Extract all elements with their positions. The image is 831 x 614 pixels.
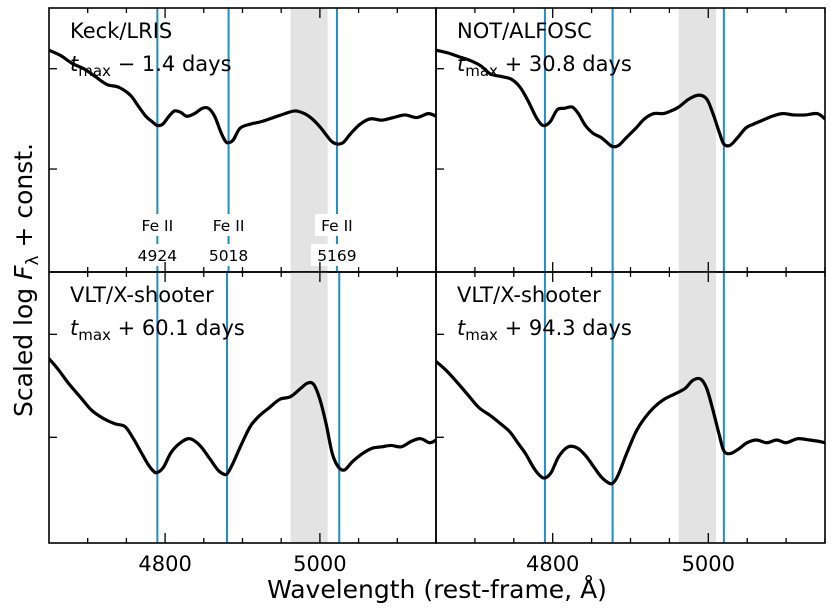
panel-2: NOT/ALFOSC tmax + 30.8 days [435, 7, 826, 273]
feature-ion-label: Fe II [321, 217, 353, 235]
panel-instrument-label: Keck/LRIS [70, 19, 172, 43]
feature-wavelength-label: 4924 [138, 247, 177, 265]
y-axis-label-var: F [9, 265, 38, 280]
panel-plot-area [436, 272, 825, 543]
shaded-band [678, 272, 717, 543]
panels-layer: Keck/LRIS tmax − 1.4 days Fe II 4924 Fe II 50… [48, 7, 826, 544]
feature-label-backdrop [314, 214, 359, 236]
feature-ion-label: Fe II [142, 217, 174, 235]
spectrum-line [49, 357, 436, 477]
shaded-band [678, 8, 717, 272]
feature-wavelength-label: 5018 [209, 247, 248, 265]
panel-frame [435, 271, 826, 544]
y-axis-label-rest: + const. [9, 143, 38, 256]
panel-instrument-label: NOT/ALFOSC [457, 19, 592, 43]
panel-plot-area [49, 272, 436, 543]
panel-phase-label: tmax + 94.3 days [457, 316, 632, 344]
panel-phase-label: tmax − 1.4 days [70, 52, 232, 80]
panel-plot-area [49, 8, 436, 272]
panel-phase-label: tmax + 30.8 days [457, 52, 632, 80]
panel-instrument-label: VLT/X-shooter [70, 283, 214, 307]
panel-3: VLT/X-shooter tmax + 60.1 days [48, 271, 437, 544]
x-axis-label: Wavelength (rest-frame, Å) [267, 575, 607, 604]
panel-phase-label: tmax + 60.1 days [70, 316, 245, 344]
panel-plot-area [436, 8, 825, 272]
spectrum-line [49, 48, 436, 146]
ticks-layer: 4800 5000 4800 5000 [49, 8, 826, 576]
panel-frame [435, 7, 826, 273]
spectrum-line [436, 48, 825, 149]
x-tick-label: 4800 [138, 552, 191, 576]
y-axis-label: Scaled log Fλ + const. [9, 143, 43, 417]
panel-4: VLT/X-shooter tmax + 94.3 days [435, 271, 826, 544]
y-axis-label-sub: λ [23, 255, 43, 265]
feature-ion-label: Fe II [213, 217, 245, 235]
feature-label-backdrop [202, 244, 255, 266]
x-tick-label: 4800 [526, 552, 579, 576]
panel-instrument-label: VLT/X-shooter [457, 283, 601, 307]
panel-frame [48, 271, 437, 544]
y-axis-label-main: Scaled log [9, 280, 38, 417]
feature-wavelength-label: 5169 [317, 247, 356, 265]
feature-label-backdrop [310, 244, 363, 266]
feature-label-backdrop [131, 244, 184, 266]
panel-1: Keck/LRIS tmax − 1.4 days Fe II 4924 Fe II 50… [48, 7, 437, 273]
x-tick-label: 5000 [293, 552, 346, 576]
x-tick-label: 5000 [682, 552, 735, 576]
spectrum-line [436, 359, 825, 486]
feature-label-backdrop [206, 214, 251, 236]
feature-label-backdrop [135, 214, 180, 236]
